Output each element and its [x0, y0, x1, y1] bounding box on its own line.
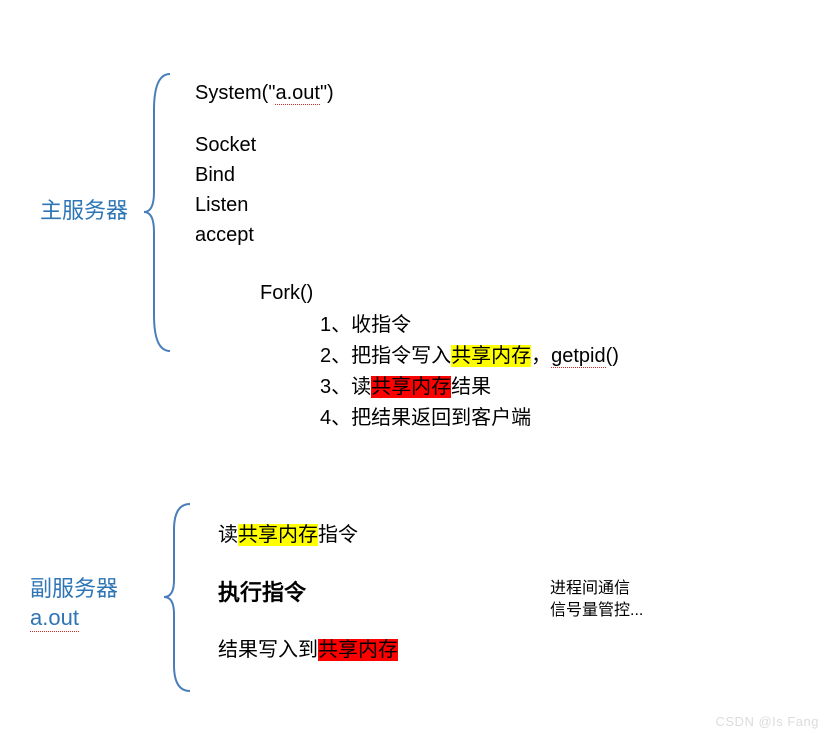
step-2d: () — [606, 345, 619, 367]
sub-server-content: 读共享内存指令 执行指令 结果写入到共享内存 — [218, 520, 398, 665]
bind-line: Bind — [195, 160, 334, 190]
sub-server-label-line2-text: a.out — [30, 605, 79, 632]
sub-l1a: 读 — [218, 524, 238, 546]
step-2b: ， — [531, 345, 551, 367]
system-suffix: ") — [320, 82, 334, 104]
sub-line-3: 结果写入到共享内存 — [218, 635, 398, 665]
main-server-label: 主服务器 — [40, 197, 128, 226]
sub-line-2: 执行指令 — [218, 576, 398, 609]
watermark: CSDN @Is Fang — [716, 714, 820, 729]
sub-server-label-line2: a.out — [30, 604, 118, 633]
step-2-highlight: 共享内存 — [451, 345, 531, 367]
aside-notes: 进程间通信 信号量管控... — [550, 578, 643, 623]
fork-steps: 1、收指令 2、把指令写入共享内存，getpid() 3、读共享内存结果 4、把… — [320, 310, 619, 434]
step-3a: 3、读 — [320, 376, 371, 398]
fork-text: Fork() — [260, 282, 313, 304]
aside-line2: 信号量管控... — [550, 600, 643, 622]
sub-l1-highlight: 共享内存 — [238, 524, 318, 546]
step-1: 1、收指令 — [320, 310, 619, 341]
listen-line: Listen — [195, 190, 334, 220]
step-3-highlight: 共享内存 — [371, 376, 451, 398]
system-call-line: System("a.out") — [195, 78, 334, 108]
spacer — [218, 609, 398, 635]
accept-line: accept — [195, 220, 334, 250]
brace-main-server — [140, 70, 174, 355]
sub-server-label: 副服务器 a.out — [30, 575, 118, 632]
sub-line-1: 读共享内存指令 — [218, 520, 398, 550]
brace-sub-server — [160, 500, 194, 695]
step-2a: 2、把指令写入 — [320, 345, 451, 367]
sub-l1b: 指令 — [318, 524, 358, 546]
step-4: 4、把结果返回到客户端 — [320, 403, 619, 434]
main-server-content: System("a.out") Socket Bind Listen accep… — [195, 78, 334, 250]
spacer — [218, 550, 398, 576]
aside-line1: 进程间通信 — [550, 578, 643, 600]
sub-server-label-line1: 副服务器 — [30, 575, 118, 604]
sub-l3-highlight: 共享内存 — [318, 639, 398, 661]
step-2c: getpid — [551, 345, 606, 368]
system-prefix: System(" — [195, 82, 275, 104]
sub-l3a: 结果写入到 — [218, 639, 318, 661]
step-3: 3、读共享内存结果 — [320, 372, 619, 403]
socket-line: Socket — [195, 130, 334, 160]
step-2: 2、把指令写入共享内存，getpid() — [320, 341, 619, 372]
step-3b: 结果 — [451, 376, 491, 398]
fork-line: Fork() — [260, 278, 313, 308]
system-arg: a.out — [275, 82, 319, 105]
main-server-label-text: 主服务器 — [40, 198, 128, 223]
spacer — [195, 108, 334, 130]
